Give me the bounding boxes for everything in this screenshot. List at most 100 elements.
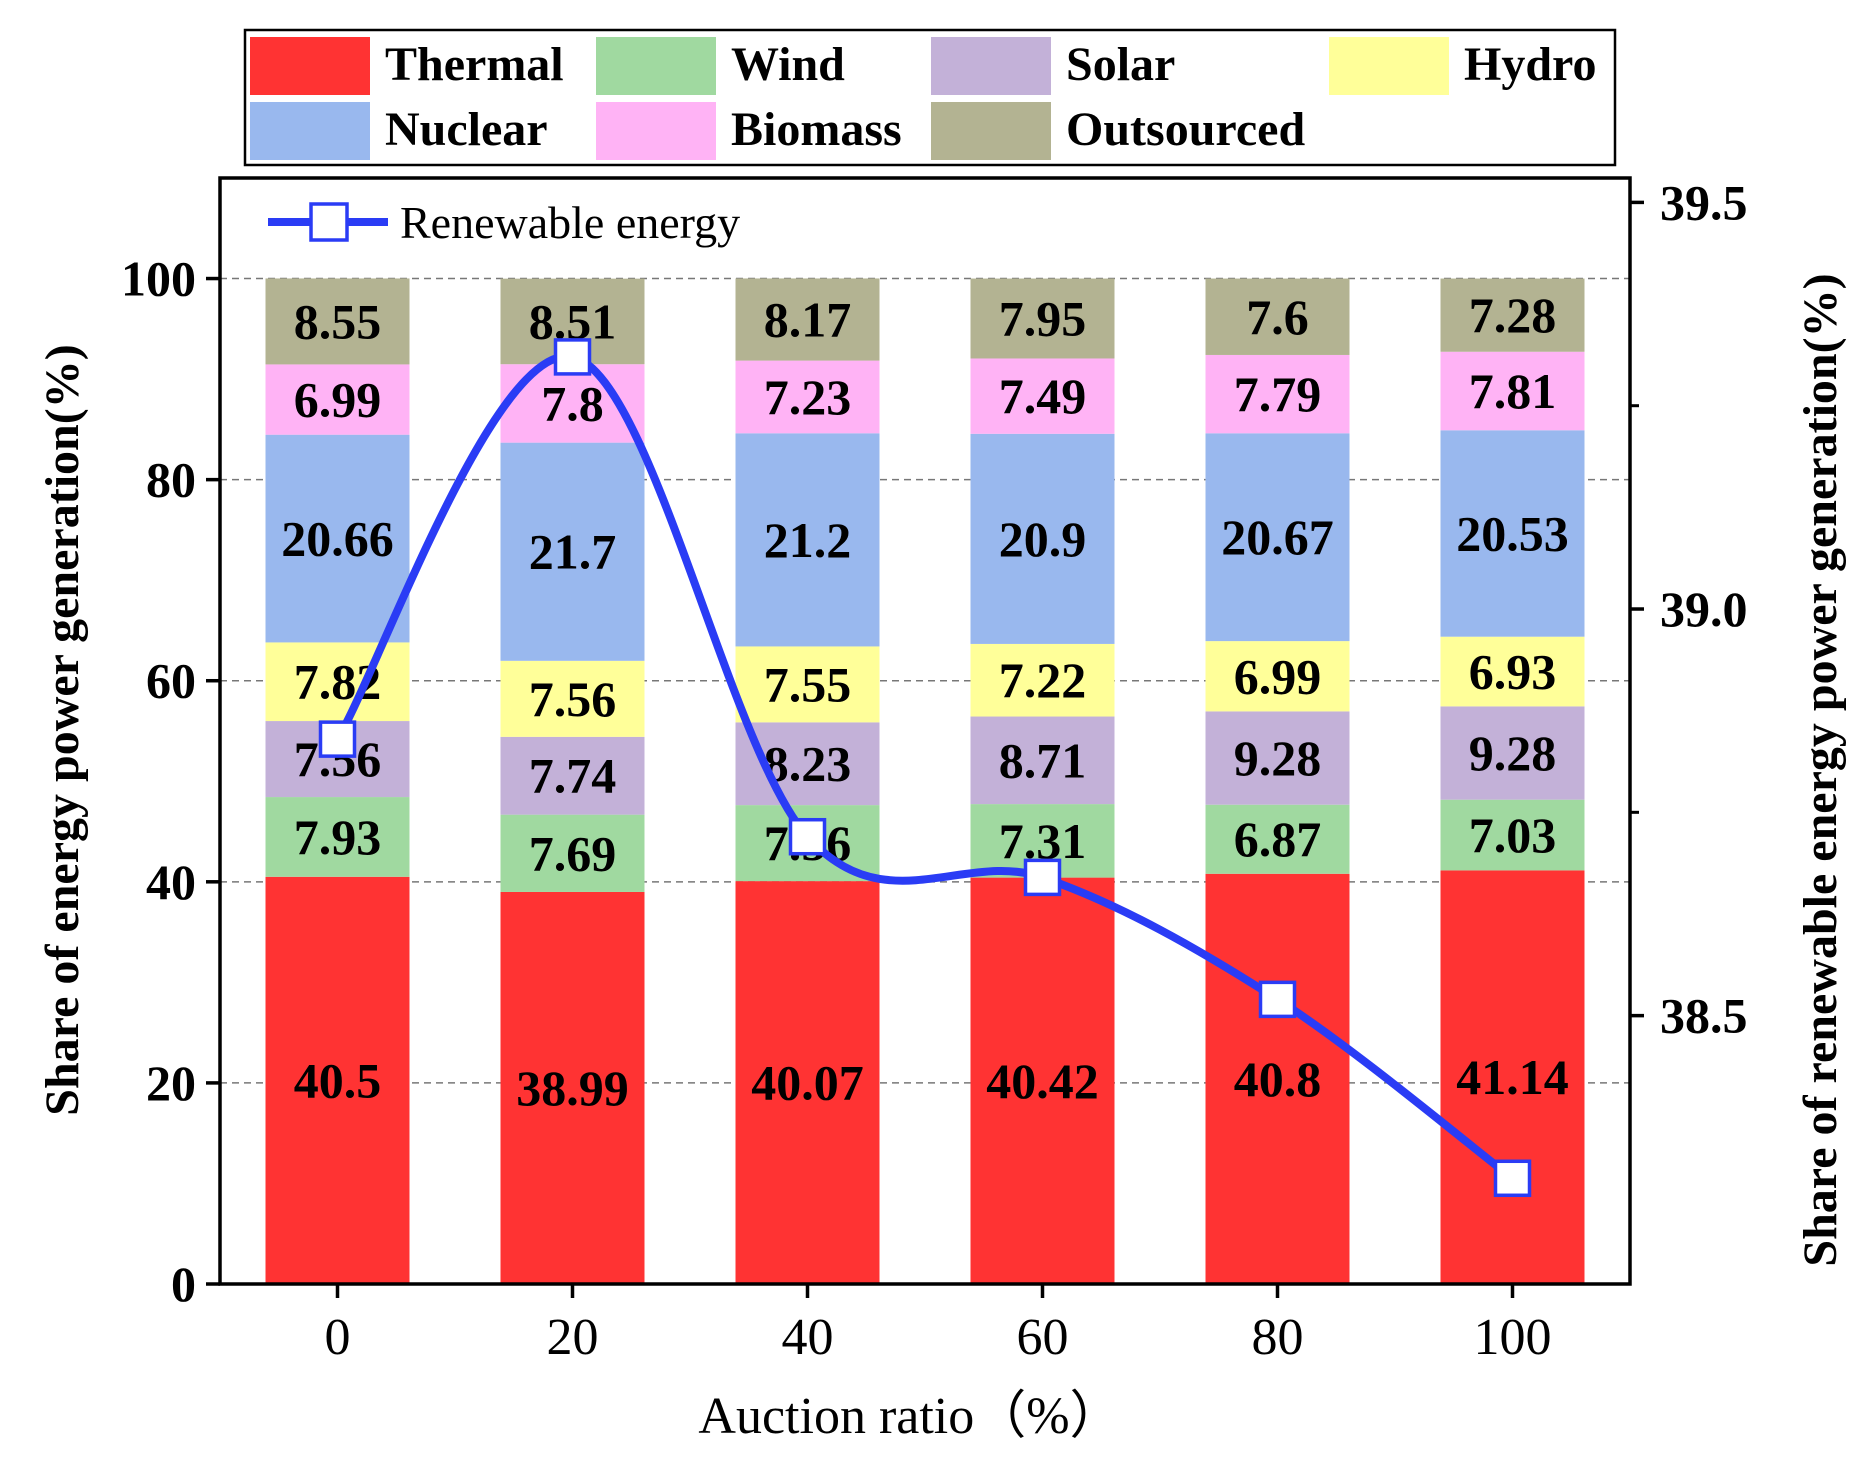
- renewable-marker-80: [1258, 980, 1297, 1019]
- legend-label-biomass: Biomass: [731, 103, 902, 156]
- bar-wind-0: [265, 797, 410, 877]
- x-axis-title: Auction ratio（%）: [698, 1388, 1121, 1445]
- grid-lines: [220, 277, 1630, 1084]
- renewable-line: [318, 338, 1532, 1198]
- renewable-marker-100: [1493, 1159, 1532, 1198]
- bar-solar-60: [970, 716, 1115, 805]
- bar-nuclear-100: [1440, 430, 1585, 637]
- bar-solar-100: [1440, 706, 1585, 800]
- legend: Thermal Wind Solar Hydro Nuclear Biomass Outso…: [243, 28, 1617, 248]
- legend-swatch-hydro: [1329, 37, 1449, 95]
- renewable-marker-60: [1023, 858, 1062, 897]
- legend-swatch-thermal: [250, 37, 370, 95]
- value-label-biomass-80: 7.79: [1234, 366, 1322, 422]
- bar-outsourced-40: [735, 278, 880, 361]
- legend-label-solar: Solar: [1066, 38, 1175, 91]
- value-label-nuclear-100: 20.53: [1456, 505, 1569, 561]
- legend-swatch-nuclear: [250, 102, 370, 160]
- value-label-thermal-60: 40.42: [986, 1053, 1099, 1109]
- legend-label-nuclear: Nuclear: [385, 103, 548, 156]
- x-tick-label-60: 60: [1017, 1309, 1069, 1366]
- bar-biomass-80: [1205, 354, 1350, 434]
- value-label-wind-20: 7.69: [529, 825, 617, 881]
- value-label-solar-60: 8.71: [999, 732, 1087, 788]
- bar-hydro-60: [970, 643, 1115, 717]
- legend-swatch-outsourced: [931, 102, 1051, 160]
- value-label-hydro-60: 7.22: [999, 652, 1087, 708]
- bar-solar-20: [500, 736, 645, 815]
- value-label-biomass-20: 7.8: [541, 375, 604, 431]
- bar-solar-40: [735, 722, 880, 806]
- axes: 0 20 40 60 80 100 0 20 40 60 80 100 38.5 39.0 39.5: [121, 174, 1748, 1366]
- bar-thermal-100: [1440, 870, 1585, 1284]
- value-label-nuclear-20: 21.7: [529, 524, 617, 580]
- bar-hydro-80: [1205, 641, 1350, 712]
- plot-frame: [218, 176, 1632, 1286]
- x-tick-label-100: 100: [1474, 1309, 1552, 1366]
- bar-nuclear-20: [500, 442, 645, 661]
- bar-nuclear-0: [265, 434, 410, 643]
- value-label-biomass-0: 6.99: [294, 372, 382, 428]
- legend-swatch-solar: [931, 37, 1051, 95]
- bar-biomass-0: [265, 364, 410, 435]
- y-tick-label-20: 20: [146, 1055, 196, 1111]
- legend-marker-renewable: [309, 202, 349, 242]
- bar-wind-80: [1205, 804, 1350, 874]
- value-label-outsourced-0: 8.55: [294, 293, 382, 349]
- value-label-solar-40: 8.23: [764, 736, 852, 792]
- renewable-marker-0: [318, 720, 357, 758]
- y2-tick-label-39.0: 39.0: [1660, 581, 1748, 637]
- x-tick-label-20: 20: [547, 1309, 599, 1366]
- y-tick-label-80: 80: [146, 452, 196, 508]
- y-tick-label-40: 40: [146, 854, 196, 910]
- legend-label-wind: Wind: [731, 38, 845, 91]
- legend-swatch-wind: [596, 37, 716, 95]
- value-label-nuclear-60: 20.9: [999, 511, 1087, 567]
- y2-tick-label-38.5: 38.5: [1660, 988, 1748, 1044]
- stacked-bars: [265, 278, 1585, 1284]
- value-label-outsourced-80: 7.6: [1246, 289, 1309, 345]
- bar-biomass-60: [970, 358, 1115, 434]
- value-label-thermal-40: 40.07: [751, 1055, 864, 1111]
- y-tick-label-60: 60: [146, 653, 196, 709]
- value-label-hydro-40: 7.55: [764, 656, 852, 712]
- x-tick-label-80: 80: [1252, 1309, 1304, 1366]
- value-label-solar-100: 9.28: [1469, 725, 1557, 781]
- bar-wind-100: [1440, 799, 1585, 871]
- value-label-hydro-100: 6.93: [1469, 644, 1557, 700]
- value-label-outsourced-60: 7.95: [999, 291, 1087, 347]
- bar-outsourced-100: [1440, 278, 1585, 352]
- y-tick-label-100: 100: [121, 251, 196, 307]
- y-tick-label-0: 0: [171, 1256, 196, 1312]
- value-label-thermal-20: 38.99: [516, 1060, 629, 1116]
- bar-hydro-40: [735, 646, 880, 723]
- value-label-thermal-80: 40.8: [1234, 1051, 1322, 1107]
- bar-hydro-20: [500, 660, 645, 737]
- value-label-wind-0: 7.93: [294, 809, 382, 865]
- y2-axis-title: Share of renewable energy power generati…: [1794, 273, 1847, 1266]
- bar-outsourced-80: [1205, 278, 1350, 355]
- value-label-solar-20: 7.74: [529, 748, 617, 804]
- value-label-biomass-100: 7.81: [1469, 363, 1557, 419]
- value-label-outsourced-40: 8.17: [764, 292, 852, 348]
- bar-hydro-100: [1440, 636, 1585, 707]
- y2-tick-label-39.5: 39.5: [1660, 174, 1748, 230]
- value-label-thermal-0: 40.5: [294, 1052, 382, 1108]
- value-label-nuclear-80: 20.67: [1221, 509, 1334, 565]
- value-label-outsourced-100: 7.28: [1469, 287, 1557, 343]
- value-label-nuclear-0: 20.66: [281, 511, 394, 567]
- legend-label-outsourced: Outsourced: [1066, 103, 1305, 156]
- bar-outsourced-0: [265, 278, 410, 365]
- bar-biomass-40: [735, 360, 880, 434]
- value-label-thermal-100: 41.14: [1456, 1049, 1569, 1105]
- bar-thermal-80: [1205, 873, 1350, 1284]
- value-label-wind-100: 7.03: [1469, 807, 1557, 863]
- x-tick-label-40: 40: [782, 1309, 834, 1366]
- bar-biomass-100: [1440, 351, 1585, 431]
- legend-swatch-biomass: [596, 102, 716, 160]
- legend-label-thermal: Thermal: [385, 38, 564, 91]
- value-label-biomass-60: 7.49: [999, 368, 1087, 424]
- bar-outsourced-60: [970, 278, 1115, 359]
- bar-nuclear-40: [735, 433, 880, 647]
- bar-solar-80: [1205, 711, 1350, 805]
